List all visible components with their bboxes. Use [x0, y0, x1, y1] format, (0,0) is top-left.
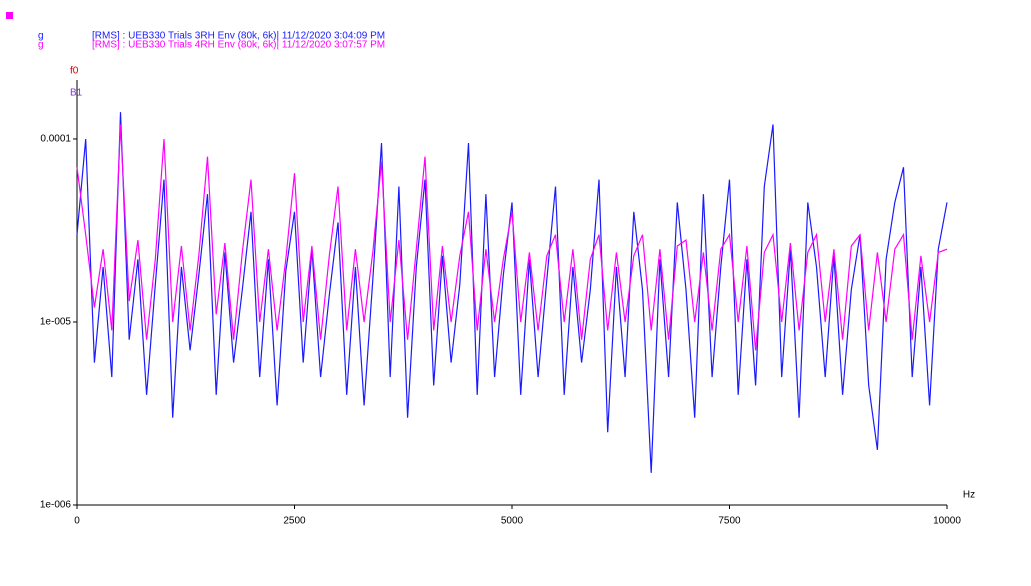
x-tick-label: 7500 — [718, 516, 741, 527]
x-tick-label: 10000 — [933, 516, 961, 527]
legend-unit: g — [38, 31, 44, 42]
x-axis-label: Hz — [963, 490, 975, 501]
x-tick-label: 2500 — [283, 516, 306, 527]
x-tick-label: 5000 — [501, 516, 524, 527]
y-tick-label: 0.0001 — [40, 134, 71, 145]
y-tick-label: 1e-006 — [40, 500, 72, 511]
y-tick-label: 1e-005 — [40, 317, 72, 328]
legend-entry: [RMS] : UEB330 Trials 3RH Env (80k, 6k)|… — [92, 31, 385, 42]
x-tick-label: 0 — [74, 516, 80, 527]
legend-marker — [6, 12, 13, 19]
series-line — [76, 124, 948, 351]
cursor-label: B1 — [70, 88, 83, 99]
legend-entry: [RMS] : UEB330 Trials 4RH Env (80k, 6k)|… — [92, 40, 385, 51]
series-line — [76, 112, 948, 473]
legend-unit: g — [38, 40, 44, 51]
cursor-label: f0 — [70, 66, 79, 77]
